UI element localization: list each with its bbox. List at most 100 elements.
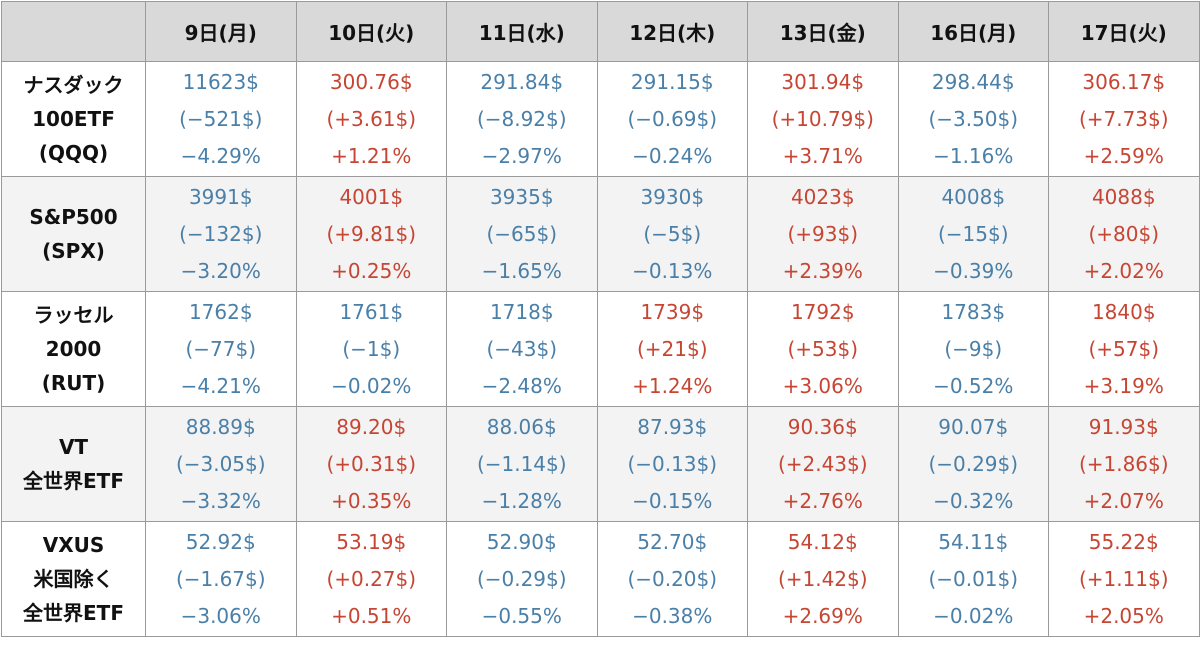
data-cell: 88.06$ (−1.14$) −1.28% bbox=[446, 406, 598, 522]
data-cell: 1718$ (−43$) −2.48% bbox=[446, 291, 598, 407]
table-row: ナスダック 100ETF (QQQ) 11623$ (−521$) −4.29% 300.7… bbox=[1, 61, 1200, 177]
data-cell: 291.84$ (−8.92$) −2.97% bbox=[446, 61, 598, 177]
table-row: VT 全世界ETF 88.89$ (−3.05$) −3.32% 89.20$ (+0.31… bbox=[1, 406, 1200, 522]
percent-value: −0.13% bbox=[632, 258, 713, 283]
percent-value: −3.32% bbox=[180, 488, 261, 513]
price-value: 1761$ bbox=[339, 299, 404, 324]
price-value: 54.11$ bbox=[938, 529, 1009, 554]
price-value: 52.70$ bbox=[637, 529, 708, 554]
row-header: VXUS 米国除く 全世界ETF bbox=[1, 521, 146, 637]
change-value: (+2.43$) bbox=[777, 451, 868, 476]
price-value: 88.89$ bbox=[185, 414, 256, 439]
change-value: (−65$) bbox=[486, 221, 558, 246]
price-value: 52.90$ bbox=[486, 529, 557, 554]
row-header-line: VXUS bbox=[42, 533, 105, 557]
change-value: (−0.29$) bbox=[476, 566, 567, 591]
price-value: 87.93$ bbox=[637, 414, 708, 439]
change-value: (+1.11$) bbox=[1078, 566, 1169, 591]
data-cell: 54.12$ (+1.42$) +2.69% bbox=[747, 521, 899, 637]
change-value: (−0.29$) bbox=[928, 451, 1019, 476]
price-value: 306.17$ bbox=[1082, 69, 1166, 94]
change-value: (−1.67$) bbox=[175, 566, 266, 591]
change-value: (−0.01$) bbox=[928, 566, 1019, 591]
change-value: (−132$) bbox=[179, 221, 263, 246]
column-header: 17日(火) bbox=[1048, 1, 1200, 62]
price-value: 11623$ bbox=[182, 69, 259, 94]
data-cell: 1840$ (+57$) +3.19% bbox=[1048, 291, 1200, 407]
row-header-line: (RUT) bbox=[41, 371, 106, 395]
price-value: 91.93$ bbox=[1088, 414, 1159, 439]
change-value: (−9$) bbox=[944, 336, 1003, 361]
data-cell: 3930$ (−5$) −0.13% bbox=[596, 176, 748, 292]
table-row: S&P500 (SPX) 3991$ (−132$) −3.20% 4001$ (+9.81… bbox=[1, 176, 1200, 292]
price-value: 52.92$ bbox=[185, 529, 256, 554]
percent-value: −0.32% bbox=[933, 488, 1014, 513]
price-value: 90.07$ bbox=[938, 414, 1009, 439]
column-header: 9日(月) bbox=[145, 1, 297, 62]
percent-value: +2.39% bbox=[782, 258, 863, 283]
market-table: 9日(月) 10日(火) 11日(水) 12日(木) 13日(金) 16日(月)… bbox=[1, 1, 1200, 637]
change-value: (−3.05$) bbox=[175, 451, 266, 476]
change-value: (+10.79$) bbox=[771, 106, 874, 131]
price-value: 55.22$ bbox=[1088, 529, 1159, 554]
data-cell: 3935$ (−65$) −1.65% bbox=[446, 176, 598, 292]
price-value: 4001$ bbox=[339, 184, 404, 209]
change-value: (+0.31$) bbox=[326, 451, 417, 476]
change-value: (−0.20$) bbox=[627, 566, 718, 591]
data-cell: 4088$ (+80$) +2.02% bbox=[1048, 176, 1200, 292]
percent-value: −0.15% bbox=[632, 488, 713, 513]
percent-value: +0.51% bbox=[331, 603, 412, 628]
percent-value: −2.97% bbox=[481, 143, 562, 168]
data-cell: 4001$ (+9.81$) +0.25% bbox=[295, 176, 447, 292]
change-value: (+80$) bbox=[1088, 221, 1160, 246]
percent-value: +1.21% bbox=[331, 143, 412, 168]
row-header: S&P500 (SPX) bbox=[1, 176, 146, 292]
change-value: (+9.81$) bbox=[326, 221, 417, 246]
table-row: ラッセル 2000 (RUT) 1762$ (−77$) −4.21% 1761$ (−1$)… bbox=[1, 291, 1200, 407]
row-header-line: VT bbox=[58, 435, 89, 459]
column-header: 11日(水) bbox=[446, 1, 598, 62]
change-value: (−1.14$) bbox=[476, 451, 567, 476]
price-value: 90.36$ bbox=[787, 414, 858, 439]
data-cell: 91.93$ (+1.86$) +2.07% bbox=[1048, 406, 1200, 522]
row-header-line: 米国除く bbox=[33, 567, 114, 591]
data-cell: 1783$ (−9$) −0.52% bbox=[897, 291, 1049, 407]
data-cell: 1761$ (−1$) −0.02% bbox=[295, 291, 447, 407]
percent-value: −0.39% bbox=[933, 258, 1014, 283]
change-value: (−0.13$) bbox=[627, 451, 718, 476]
price-value: 88.06$ bbox=[486, 414, 557, 439]
row-header-line: 全世界ETF bbox=[23, 469, 124, 493]
column-header: 10日(火) bbox=[295, 1, 447, 62]
header-corner-cell bbox=[1, 1, 146, 62]
row-header-line: ナスダック bbox=[23, 73, 124, 97]
data-cell: 87.93$ (−0.13$) −0.15% bbox=[596, 406, 748, 522]
change-value: (−15$) bbox=[937, 221, 1009, 246]
change-value: (+93$) bbox=[787, 221, 859, 246]
percent-value: +3.71% bbox=[782, 143, 863, 168]
price-value: 3935$ bbox=[489, 184, 554, 209]
change-value: (−0.69$) bbox=[627, 106, 718, 131]
price-value: 1840$ bbox=[1091, 299, 1156, 324]
column-header: 12日(木) bbox=[596, 1, 748, 62]
data-cell: 1762$ (−77$) −4.21% bbox=[145, 291, 297, 407]
data-cell: 4008$ (−15$) −0.39% bbox=[897, 176, 1049, 292]
price-value: 4008$ bbox=[941, 184, 1006, 209]
column-header: 16日(月) bbox=[897, 1, 1049, 62]
percent-value: +2.69% bbox=[782, 603, 863, 628]
percent-value: +2.02% bbox=[1083, 258, 1164, 283]
price-value: 3930$ bbox=[640, 184, 705, 209]
change-value: (−8.92$) bbox=[476, 106, 567, 131]
percent-value: +1.24% bbox=[632, 373, 713, 398]
percent-value: +0.25% bbox=[331, 258, 412, 283]
price-value: 301.94$ bbox=[781, 69, 865, 94]
data-cell: 298.44$ (−3.50$) −1.16% bbox=[897, 61, 1049, 177]
change-value: (−1$) bbox=[342, 336, 401, 361]
percent-value: −4.29% bbox=[180, 143, 261, 168]
header-row: 9日(月) 10日(火) 11日(水) 12日(木) 13日(金) 16日(月)… bbox=[1, 1, 1200, 62]
percent-value: −0.24% bbox=[632, 143, 713, 168]
percent-value: +0.35% bbox=[331, 488, 412, 513]
data-cell: 52.92$ (−1.67$) −3.06% bbox=[145, 521, 297, 637]
percent-value: −0.02% bbox=[331, 373, 412, 398]
change-value: (+57$) bbox=[1088, 336, 1160, 361]
change-value: (−3.50$) bbox=[928, 106, 1019, 131]
